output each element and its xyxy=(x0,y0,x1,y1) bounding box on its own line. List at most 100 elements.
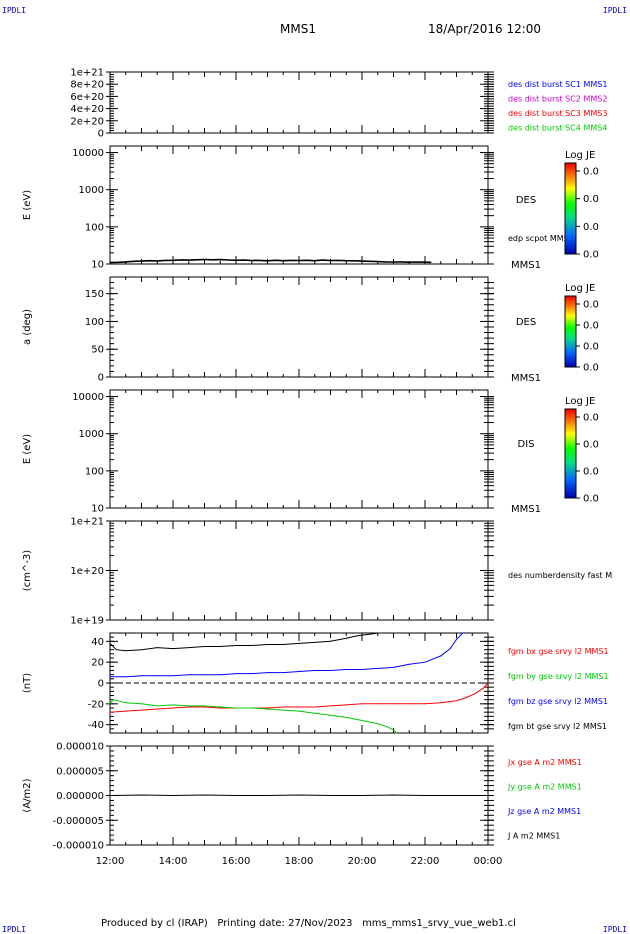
time-tick-label: 12:00 xyxy=(96,856,125,867)
des-pitch-ytick-label: 50 xyxy=(91,345,104,356)
dis-energy-colorbar-title: Log JE xyxy=(565,396,595,407)
des-pitch-ytick-label: 100 xyxy=(85,317,104,328)
series-fgm-bt-gse-srvy-l2-mms1 xyxy=(109,632,378,652)
point-fgm-bx-gse-srvy-l2-mms1 xyxy=(314,706,316,708)
point-fgm-bx-gse-srvy-l2-mms1 xyxy=(456,700,457,702)
point-fgm-by-gse-srvy-l2-mms1 xyxy=(125,702,127,704)
point-fgm-bz-gse-srvy-l2-mms1 xyxy=(282,672,284,674)
point-fgm-by-gse-srvy-l2-mms1 xyxy=(298,710,300,712)
point-j-a-m2-mms1 xyxy=(487,795,489,796)
panel-dis-energy: 10 100 1000 10000 E (eV) DIS MMS1 Log JE 0.0 0.0 0… xyxy=(22,389,599,515)
point-fgm-bz-gse-srvy-l2-mms1 xyxy=(393,666,394,668)
des-energy-ytick-label: 100 xyxy=(85,222,104,233)
dist-burst-legend-entry: des dist burst SC1 MMS1 xyxy=(508,80,607,89)
point-fgm-by-gse-srvy-l2-mms1 xyxy=(112,699,114,701)
dis-energy-instrument-label: DIS xyxy=(518,439,535,450)
fgm-ytick-label: 40 xyxy=(91,637,104,648)
dis-energy-ytick-label: 10000 xyxy=(72,392,104,403)
density-ytick-label: 1e+19 xyxy=(70,616,104,627)
panel-current: -0.000010 -0.000005 0.000000 0.000005 0.0000… xyxy=(22,742,582,852)
current-ytick-label: -0.000010 xyxy=(53,841,104,852)
current-ytick-label: 0.000005 xyxy=(56,766,104,777)
footer-produced-by: Produced by cl (IRAP) xyxy=(101,918,208,929)
dist-burst-ytick-label: 1e+21 xyxy=(70,68,104,79)
point-fgm-bz-gse-srvy-l2-mms1 xyxy=(462,632,464,634)
point-fgm-by-gse-srvy-l2-mms1 xyxy=(396,732,398,734)
corner-label-bottom-right: IPDLI xyxy=(602,925,627,934)
point-j-a-m2-mms1 xyxy=(141,794,142,796)
point-fgm-by-gse-srvy-l2-mms1 xyxy=(156,705,158,707)
current-ytick-label: -0.000005 xyxy=(53,816,104,827)
panel-des-energy: 10 100 1000 10000 E (eV) DES MMS1 edp scpot MMS… xyxy=(22,145,599,271)
current-ytick-label: 0.000000 xyxy=(56,791,104,802)
point-fgm-bt-gse-srvy-l2-mms1 xyxy=(204,646,205,647)
point-fgm-bx-gse-srvy-l2-mms1 xyxy=(267,707,268,709)
point-fgm-bz-gse-srvy-l2-mms1 xyxy=(408,663,410,665)
fgm-ytick-label: 0 xyxy=(98,679,104,690)
dis-energy-colorbar-tick-label: 0.0 xyxy=(583,494,599,505)
point-fgm-bz-gse-srvy-l2-mms1 xyxy=(440,655,442,657)
point-fgm-bx-gse-srvy-l2-mms1 xyxy=(204,706,205,708)
header-spacecraft: MMS1 xyxy=(280,22,316,36)
point-fgm-by-gse-srvy-l2-mms1 xyxy=(141,703,142,705)
dis-energy-ytick-label: 100 xyxy=(85,466,104,477)
point-fgm-bx-gse-srvy-l2-mms1 xyxy=(298,706,300,708)
point-fgm-bz-gse-srvy-l2-mms1 xyxy=(314,670,316,671)
point-fgm-by-gse-srvy-l2-mms1 xyxy=(251,707,253,709)
des-energy-ytick-label: 1000 xyxy=(79,185,104,196)
point-fgm-by-gse-srvy-l2-mms1 xyxy=(188,705,190,707)
point-fgm-bz-gse-srvy-l2-mms1 xyxy=(109,676,111,678)
des-energy-colorbar-gradient xyxy=(564,162,577,255)
des-energy-frame xyxy=(109,145,489,265)
time-tick-label: 00:00 xyxy=(474,856,503,867)
des-pitch-spacecraft-label: MMS1 xyxy=(511,373,541,384)
point-fgm-bx-gse-srvy-l2-mms1 xyxy=(125,710,127,712)
point-fgm-bt-gse-srvy-l2-mms1 xyxy=(125,650,127,652)
des-energy-colorbar-tick-label: 0.0 xyxy=(583,167,599,178)
des-energy-colorbar-tick-label: 0.0 xyxy=(583,250,599,261)
point-fgm-bx-gse-srvy-l2-mms1 xyxy=(465,697,467,699)
time-tick-label: 14:00 xyxy=(159,856,188,867)
fgm-legend-entry: fgm bx gse srvy l2 MMS1 xyxy=(508,647,609,656)
point-fgm-bx-gse-srvy-l2-mms1 xyxy=(172,707,174,709)
des-pitch-colorbar-title: Log JE xyxy=(565,283,595,294)
point-fgm-by-gse-srvy-l2-mms1 xyxy=(235,707,237,709)
panel-des-pitch: 0 50 100 150 a (deg) DES MMS1 Log JE 0.0 0.0 0.0 0.… xyxy=(22,276,599,384)
point-fgm-bz-gse-srvy-l2-mms1 xyxy=(345,669,347,670)
point-fgm-bx-gse-srvy-l2-mms1 xyxy=(393,703,394,705)
current-legend-entry: J A m2 MMS1 xyxy=(507,832,560,841)
point-fgm-bt-gse-srvy-l2-mms1 xyxy=(355,635,357,637)
point-fgm-by-gse-srvy-l2-mms1 xyxy=(393,729,394,731)
point-fgm-bt-gse-srvy-l2-mms1 xyxy=(345,637,347,639)
dis-energy-colorbar-gradient xyxy=(564,408,577,499)
point-j-a-m2-mms1 xyxy=(456,795,457,796)
des-energy-colorbar-tick-label: 0.0 xyxy=(583,194,599,205)
time-tick-label: 16:00 xyxy=(222,856,251,867)
point-fgm-bx-gse-srvy-l2-mms1 xyxy=(330,705,331,707)
point-fgm-bx-gse-srvy-l2-mms1 xyxy=(474,692,476,694)
time-tick-label: 22:00 xyxy=(411,856,440,867)
point-fgm-bx-gse-srvy-l2-mms1 xyxy=(361,703,363,705)
dis-energy-colorbar-tick-label: 0.0 xyxy=(583,440,599,451)
point-fgm-bt-gse-srvy-l2-mms1 xyxy=(314,641,316,643)
point-j-a-m2-mms1 xyxy=(267,795,268,796)
point-j-a-m2-mms1 xyxy=(424,795,426,796)
point-fgm-bx-gse-srvy-l2-mms1 xyxy=(282,706,284,708)
point-fgm-by-gse-srvy-l2-mms1 xyxy=(282,709,284,711)
density-frame xyxy=(109,520,489,621)
point-fgm-by-gse-srvy-l2-mms1 xyxy=(345,716,347,718)
point-fgm-bt-gse-srvy-l2-mms1 xyxy=(330,640,331,642)
fgm-ylabel: (nT) xyxy=(22,673,33,693)
point-fgm-bt-gse-srvy-l2-mms1 xyxy=(172,648,174,650)
current-legend-entry: Jx gse A m2 MMS1 xyxy=(507,758,582,767)
header-datetime: 18/Apr/2016 12:00 xyxy=(428,22,542,36)
footer-printing-date: Printing date: 27/Nov/2023 xyxy=(217,918,353,929)
point-fgm-bx-gse-srvy-l2-mms1 xyxy=(487,682,489,684)
des-pitch-colorbar-tick-label: 0.0 xyxy=(583,342,599,353)
point-fgm-bt-gse-srvy-l2-mms1 xyxy=(115,649,117,651)
panel-fgm: -40 -20 0 20 40 (nT) fgm bx gse srvy l2 MMS1 fg… xyxy=(22,632,609,734)
current-legend-entry: Jy gse A m2 MMS1 xyxy=(507,783,582,792)
point-fgm-bt-gse-srvy-l2-mms1 xyxy=(109,642,111,644)
point-fgm-bz-gse-srvy-l2-mms1 xyxy=(361,669,363,670)
